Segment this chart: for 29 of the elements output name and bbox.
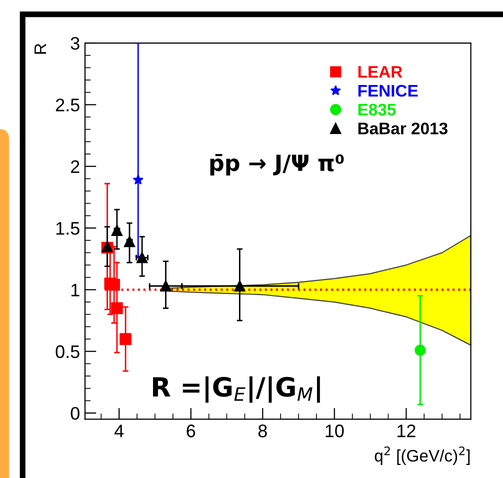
- y-tick-label: 1.5: [56, 222, 80, 235]
- y-tick-label: 2.5: [56, 98, 80, 112]
- point: [124, 236, 136, 248]
- y-tick-label: 0: [70, 406, 80, 420]
- point: [120, 333, 132, 345]
- y-axis-title: R: [34, 44, 46, 54]
- x-tick-label: 10: [326, 424, 344, 438]
- legend-label: E835: [358, 104, 396, 116]
- point: [111, 224, 123, 236]
- x-tick-label: 4: [114, 424, 124, 438]
- legend-label: LEAR: [358, 66, 402, 78]
- point: [160, 280, 172, 292]
- point: [414, 344, 426, 356]
- legend-label: FENICE: [358, 84, 418, 97]
- x-tick-label: 6: [186, 424, 196, 438]
- annotation: R =|G$_{E}$|/|G$_{M}$|: [153, 376, 320, 403]
- legend-label: BaBar 2013: [358, 122, 448, 134]
- point: [111, 302, 123, 314]
- y-tick-label: 2: [71, 160, 80, 173]
- y-tick-label: 3: [70, 36, 80, 50]
- x-axis-title: q$^{2}$ [(GeV/c)$^{2}$]: [374, 446, 470, 465]
- point: [234, 280, 246, 292]
- annotation: p̄p → J/Ψ π⁰: [210, 154, 344, 176]
- x-tick-label: 8: [258, 424, 267, 438]
- point: [108, 278, 120, 291]
- y-tick-label: 0.5: [56, 345, 80, 358]
- y-tick-label: 1: [71, 284, 80, 296]
- point: [132, 174, 144, 185]
- x-tick-label: 12: [398, 424, 416, 438]
